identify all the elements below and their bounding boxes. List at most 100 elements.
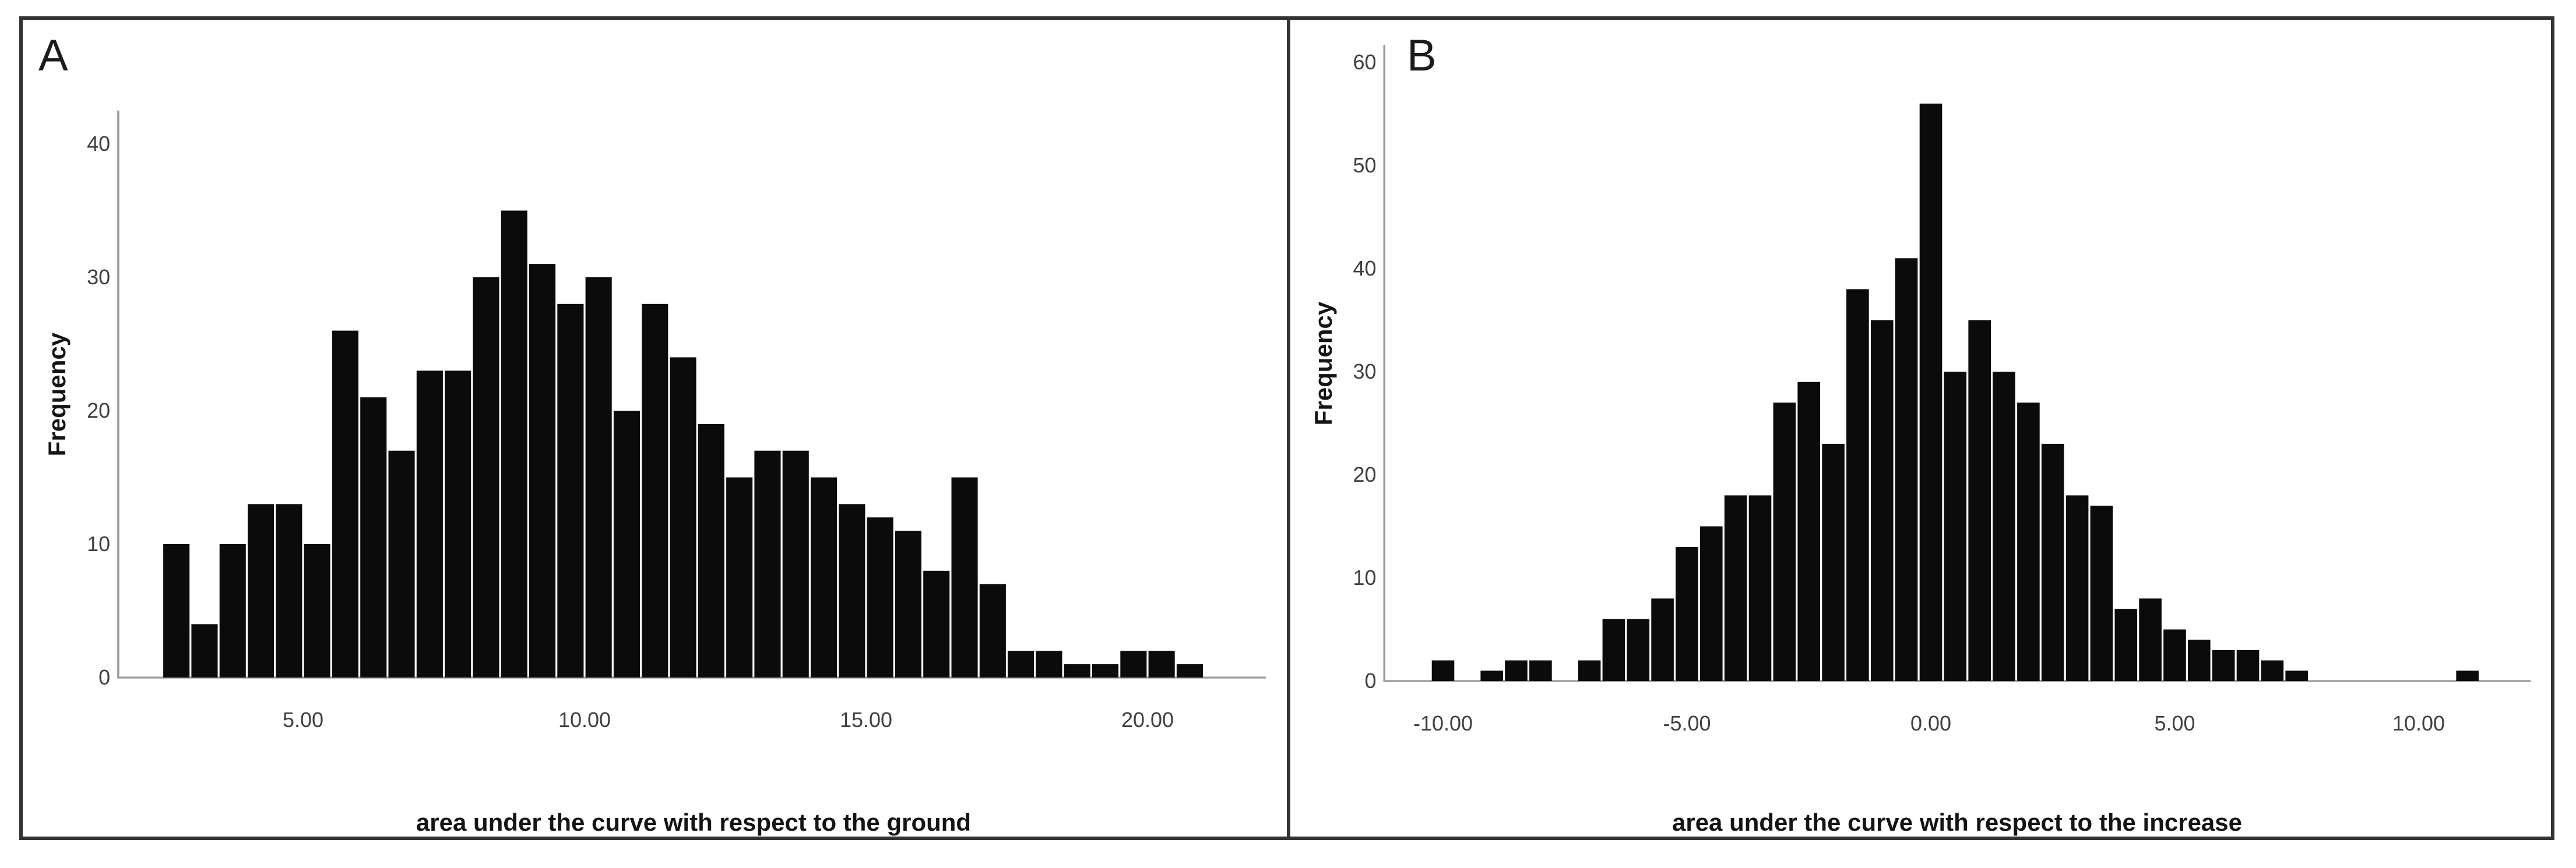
y-tick-label: 0 xyxy=(1365,669,1377,693)
histogram-bar xyxy=(1822,443,1845,681)
histogram-bar xyxy=(1064,664,1090,678)
histogram-bar xyxy=(276,504,302,678)
x-tick-label: -10.00 xyxy=(1413,711,1473,735)
histogram-bar xyxy=(2285,671,2308,681)
histogram-bar xyxy=(163,544,190,678)
histogram-bar xyxy=(2139,598,2162,681)
histogram-bar xyxy=(445,371,471,678)
y-axis-line xyxy=(117,110,119,679)
histogram-bar xyxy=(1036,651,1062,678)
histogram-bar xyxy=(2041,443,2064,681)
panel-b-label: B xyxy=(1407,31,1437,80)
histogram-bar xyxy=(2163,629,2186,681)
histogram-bar xyxy=(1627,619,1650,681)
x-axis-line xyxy=(117,676,1266,679)
histogram-bar xyxy=(1895,258,1918,681)
histogram-bar xyxy=(895,531,921,678)
histogram-bar xyxy=(951,477,978,678)
histogram-bar xyxy=(670,357,696,678)
panel-a-label: A xyxy=(38,31,69,80)
histogram-bar xyxy=(2090,506,2113,681)
y-tick-label: 10 xyxy=(1353,566,1377,590)
histogram-bar xyxy=(1944,372,1967,681)
histogram-bar xyxy=(1797,382,1820,681)
histogram-bar xyxy=(698,424,724,678)
x-tick-label: -5.00 xyxy=(1663,711,1711,735)
histogram-bar xyxy=(2212,650,2235,681)
histogram-bar xyxy=(1505,660,1528,681)
panel-b-x-axis-title: area under the curve with respect to the… xyxy=(1671,809,2243,836)
histogram-bar xyxy=(1529,660,1552,681)
x-tick-label: 5.00 xyxy=(283,708,323,732)
panel-b-y-axis-title: Frequency xyxy=(1310,301,1337,426)
histogram-bar xyxy=(1748,495,1772,681)
histogram-bar xyxy=(501,210,527,678)
histogram-bar xyxy=(923,570,950,678)
histogram-bar xyxy=(1148,651,1175,678)
histogram-bar xyxy=(782,450,809,678)
histogram-bar xyxy=(191,624,218,678)
histogram-bar xyxy=(1846,289,1869,681)
y-tick-label: 20 xyxy=(1353,463,1377,486)
histogram-bar xyxy=(1871,320,1894,681)
x-tick-label: 10.00 xyxy=(558,708,611,732)
histogram-bar xyxy=(1919,103,1942,682)
x-tick-label: 20.00 xyxy=(1121,708,1174,732)
y-tick-label: 60 xyxy=(1353,50,1377,74)
histogram-bar xyxy=(1480,671,1503,681)
panel-divider xyxy=(1287,16,1290,840)
histogram-bar xyxy=(867,517,893,678)
histogram-bar xyxy=(1968,320,1991,681)
histogram-bar xyxy=(1578,660,1601,681)
histogram-bar xyxy=(2017,403,2040,681)
histogram-bar xyxy=(1676,546,1698,681)
histogram-bar xyxy=(1176,664,1203,678)
histogram-bar xyxy=(1008,651,1034,678)
y-tick-label: 40 xyxy=(1353,256,1377,280)
y-tick-label: 0 xyxy=(98,665,110,689)
histogram-bar xyxy=(2188,640,2211,681)
histogram-bar xyxy=(1431,660,1455,681)
x-tick-label: 0.00 xyxy=(1910,711,1951,735)
histogram-bar xyxy=(979,584,1006,678)
histogram-bar xyxy=(557,304,584,678)
histogram-bar xyxy=(811,477,837,678)
x-tick-label: 5.00 xyxy=(2154,711,2195,735)
histogram-bar xyxy=(388,450,415,678)
histogram-bar xyxy=(1700,526,1723,681)
histogram-bar xyxy=(2236,650,2260,681)
histogram-bar xyxy=(642,304,668,678)
y-axis-line xyxy=(1383,44,1386,682)
histogram-bar xyxy=(726,477,753,678)
histogram-bar xyxy=(2065,495,2089,681)
histogram-bar xyxy=(2261,660,2284,681)
histogram-bar xyxy=(1993,372,2015,681)
histogram-bar xyxy=(1773,403,1796,681)
histogram-bar xyxy=(839,504,865,678)
histogram-bar xyxy=(529,264,556,678)
x-axis-line xyxy=(1383,680,2531,682)
y-tick-label: 40 xyxy=(87,132,110,156)
panel-a-y-axis-title: Frequency xyxy=(43,332,71,457)
x-tick-label: 10.00 xyxy=(2392,711,2445,735)
histogram-bar xyxy=(613,411,640,678)
histogram-bar xyxy=(473,277,499,678)
histogram-bar xyxy=(304,544,330,678)
histogram-bar xyxy=(360,397,387,678)
y-tick-label: 30 xyxy=(1353,359,1377,383)
histogram-bar xyxy=(1602,619,1625,681)
histogram-bar xyxy=(416,371,443,678)
x-tick-label: 15.00 xyxy=(840,708,892,732)
histogram-bar xyxy=(1724,495,1747,681)
histogram-bar xyxy=(332,330,358,678)
y-tick-label: 30 xyxy=(87,265,110,289)
histogram-bar xyxy=(1651,598,1674,681)
histogram-bar xyxy=(219,544,246,678)
histogram-bar xyxy=(585,277,612,678)
histogram-bar xyxy=(248,504,275,678)
histogram-bar xyxy=(754,450,781,678)
histogram-bar xyxy=(1120,651,1147,678)
panel-a-x-axis-title: area under the curve with respect to the… xyxy=(416,809,972,836)
